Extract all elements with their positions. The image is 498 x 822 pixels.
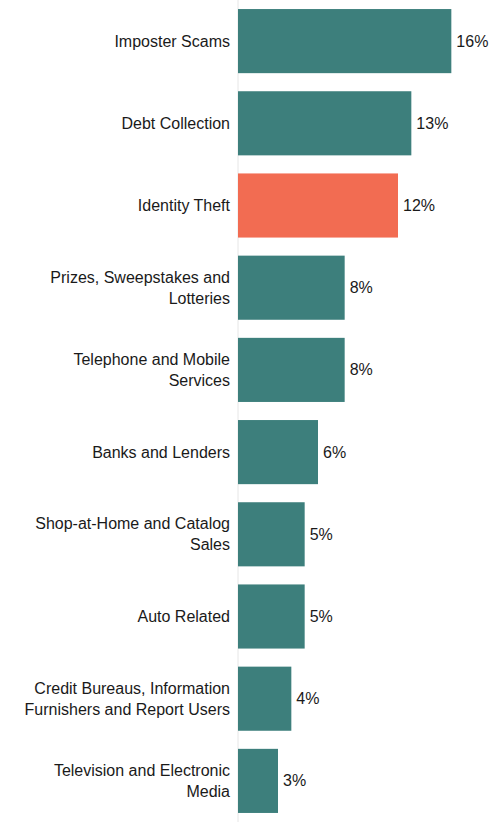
category-label: Imposter Scams [114,31,230,52]
category-label-box: Credit Bureaus, Information Furnishers a… [18,658,230,740]
category-label: Credit Bureaus, Information Furnishers a… [18,678,230,720]
bar [238,91,411,155]
data-label: 4% [296,690,319,707]
category-label: Identity Theft [138,195,230,216]
bar [238,584,305,648]
category-label: Banks and Lenders [92,442,230,463]
category-label: Shop-at-Home and Catalog Sales [18,513,230,555]
chart: 16% 13% 12% 8% 8% 6% 5% 5% 4% 3% Imposter Scams Deb… [0,0,498,822]
data-label: 16% [456,33,488,50]
bars [238,9,451,813]
category-label: Telephone and Mobile Services [18,349,230,391]
category-label-box: Television and Electronic Media [18,740,230,822]
data-label: 8% [350,279,373,296]
category-label-box: Telephone and Mobile Services [18,329,230,411]
bar [238,502,305,566]
bar [238,256,345,320]
category-label-box: Debt Collection [18,82,230,164]
bar [238,749,278,813]
data-label: 8% [350,361,373,378]
category-label: Auto Related [137,606,230,627]
data-label: 13% [416,115,448,132]
data-label: 3% [283,772,306,789]
category-label-box: Shop-at-Home and Catalog Sales [18,493,230,575]
bar [238,667,291,731]
data-label: 5% [310,608,333,625]
category-label: Debt Collection [122,113,231,134]
data-label: 12% [403,197,435,214]
category-label-box: Prizes, Sweepstakes and Lotteries [18,247,230,329]
category-label-box: Imposter Scams [18,0,230,82]
category-label: Prizes, Sweepstakes and Lotteries [18,267,230,309]
category-label-box: Banks and Lenders [18,411,230,493]
data-label: 6% [323,444,346,461]
plot-svg: 16% 13% 12% 8% 8% 6% 5% 5% 4% 3% [0,0,498,822]
bar [238,338,345,402]
category-label: Television and Electronic Media [18,760,230,802]
category-label-box: Auto Related [18,575,230,657]
category-label-box: Identity Theft [18,164,230,246]
bar [238,420,318,484]
bar [238,173,398,237]
bar [238,9,451,73]
data-label: 5% [310,526,333,543]
